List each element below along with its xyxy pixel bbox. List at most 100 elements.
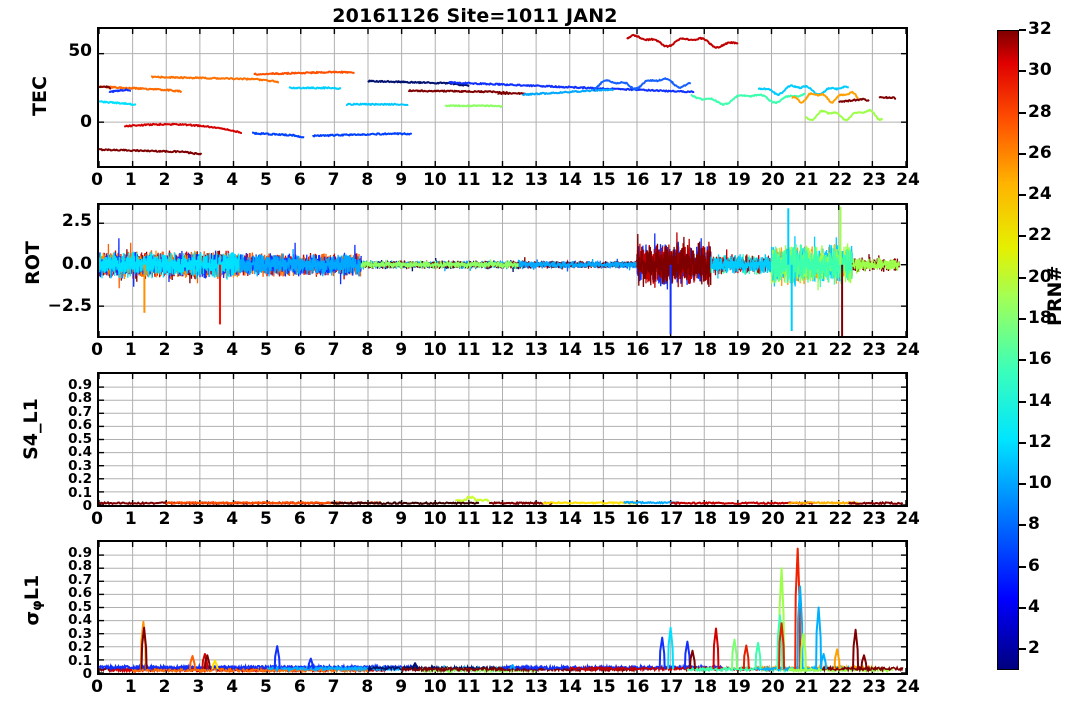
xtick-0-12: 12 [490, 170, 515, 190]
xtick-1-5: 5 [260, 340, 272, 360]
colorbar-tickmark-28 [1019, 111, 1026, 114]
xtick-2-5: 5 [260, 509, 272, 529]
ytick-2-4: 0.4 [68, 444, 92, 460]
colorbar-tickmark-6 [1019, 565, 1026, 568]
xtick-1-23: 23 [862, 340, 887, 360]
xtick-2-24: 24 [896, 509, 920, 529]
ytick-2-0: 0 [82, 498, 92, 514]
ytick-2-6: 0.6 [68, 417, 92, 433]
xtick-2-4: 4 [226, 509, 239, 529]
xtick-3-21: 21 [794, 677, 819, 697]
xtick-3-19: 19 [727, 677, 751, 697]
xtick-2-23: 23 [862, 509, 887, 529]
xtick-0-21: 21 [794, 170, 819, 190]
xtick-0-9: 9 [395, 170, 408, 190]
xtick-3-20: 20 [760, 677, 785, 697]
tec-trace-prn6 [312, 132, 413, 138]
xtick-3-11: 11 [456, 677, 481, 697]
xtick-0-18: 18 [693, 170, 718, 190]
xtick-0-13: 13 [524, 170, 549, 190]
s4l1-trace [848, 500, 904, 505]
colorbar-tick-10: 10 [1028, 473, 1052, 494]
xtick-2-11: 11 [456, 509, 481, 529]
tec-trace-prn18 [444, 104, 503, 108]
xtick-3-3: 3 [192, 677, 205, 697]
colorbar-tickmark-2 [1019, 648, 1026, 651]
tec-trace-prn16 [690, 92, 806, 106]
xtick-2-8: 8 [361, 509, 374, 529]
xtick-0-23: 23 [862, 170, 887, 190]
colorbar-tickmark-32 [1019, 29, 1026, 31]
xtick-3-13: 13 [524, 677, 549, 697]
sigmaphi-spike-prn16 [754, 641, 762, 670]
colorbar-tick-12: 12 [1028, 431, 1052, 452]
xtick-1-15: 15 [592, 340, 616, 360]
colorbar-tickmark-12 [1019, 441, 1026, 444]
xtick-3-22: 22 [828, 677, 853, 697]
tec-trace-prn27 [253, 70, 355, 76]
tec-trace-prn11 [757, 84, 850, 97]
rot-trace [851, 256, 900, 274]
sigmaphi-spike-prn31 [140, 626, 148, 670]
xtick-2-3: 3 [192, 509, 205, 529]
sigmaphi-spike-prn16 [776, 614, 784, 670]
tec-trace-prn12 [521, 88, 615, 97]
xtick-1-21: 21 [794, 340, 819, 360]
tec-panel [97, 27, 908, 168]
rot-trace [360, 259, 520, 270]
xtick-0-10: 10 [423, 170, 447, 190]
tec-trace-prn31 [838, 97, 870, 103]
xtick-3-1: 1 [124, 677, 137, 697]
sigmaphi-spike-prn11 [820, 653, 828, 670]
ytick-3-7: 0.7 [68, 571, 92, 588]
rot-trace [99, 251, 241, 280]
colorbar-tickmark-4 [1019, 607, 1026, 610]
xtick-3-9: 9 [395, 677, 408, 697]
xtick-3-10: 10 [423, 677, 447, 697]
ytick-2-2: 0.2 [68, 471, 92, 487]
xtick-1-22: 22 [828, 340, 853, 360]
plot-canvas [99, 542, 906, 673]
xtick-3-17: 17 [659, 677, 684, 697]
ytick-3-2: 0.2 [68, 639, 92, 655]
xtick-3-16: 16 [625, 677, 650, 697]
ytick-2-9: 0.9 [68, 376, 92, 393]
s4l1-trace [330, 500, 480, 505]
xtick-2-22: 22 [828, 509, 853, 529]
s4l1-trace [788, 500, 860, 505]
colorbar-tickmark-24 [1019, 194, 1026, 197]
plot-canvas [99, 374, 906, 505]
tec-trace-prn5 [108, 88, 132, 94]
ytick-3-9: 0.9 [68, 544, 92, 561]
xtick-0-17: 17 [659, 170, 684, 190]
tec-trace-prn13 [288, 86, 342, 90]
xtick-0-5: 5 [260, 170, 272, 190]
colorbar-tick-18: 18 [1028, 308, 1052, 329]
s4l1-trace [542, 500, 638, 505]
xtick-2-13: 13 [524, 509, 549, 529]
rot-trace [710, 254, 773, 279]
xtick-3-8: 8 [361, 677, 374, 697]
colorbar-tickmark-20 [1019, 276, 1026, 279]
colorbar-tick-16: 16 [1028, 349, 1052, 370]
figure-title: 20161126 Site=1011 JAN2 [332, 5, 618, 27]
colorbar-tickmark-8 [1019, 524, 1026, 527]
xtick-0-24: 24 [896, 170, 920, 190]
sigmaphi-spike-prn29 [778, 622, 786, 670]
ytick-2-3: 0.3 [68, 457, 92, 474]
sigmaphi-spike-prn29 [794, 547, 802, 670]
xtick-1-6: 6 [293, 340, 306, 360]
xtick-0-1: 1 [124, 170, 137, 190]
ytick-3-0: 0 [82, 666, 92, 682]
plot-canvas [99, 29, 906, 166]
rot-trace [518, 258, 638, 271]
ytick-2-5: 0.5 [68, 430, 92, 447]
ytick-3-4: 0.4 [68, 612, 92, 628]
colorbar-tick-28: 28 [1028, 101, 1052, 122]
xtick-1-12: 12 [490, 340, 515, 360]
sigmaphi-spike-prn22 [211, 659, 219, 670]
colorbar-tickmark-10 [1019, 483, 1026, 486]
sigmaphi-spike-prn31 [860, 654, 868, 670]
tec-trace-prn31 [878, 95, 897, 101]
